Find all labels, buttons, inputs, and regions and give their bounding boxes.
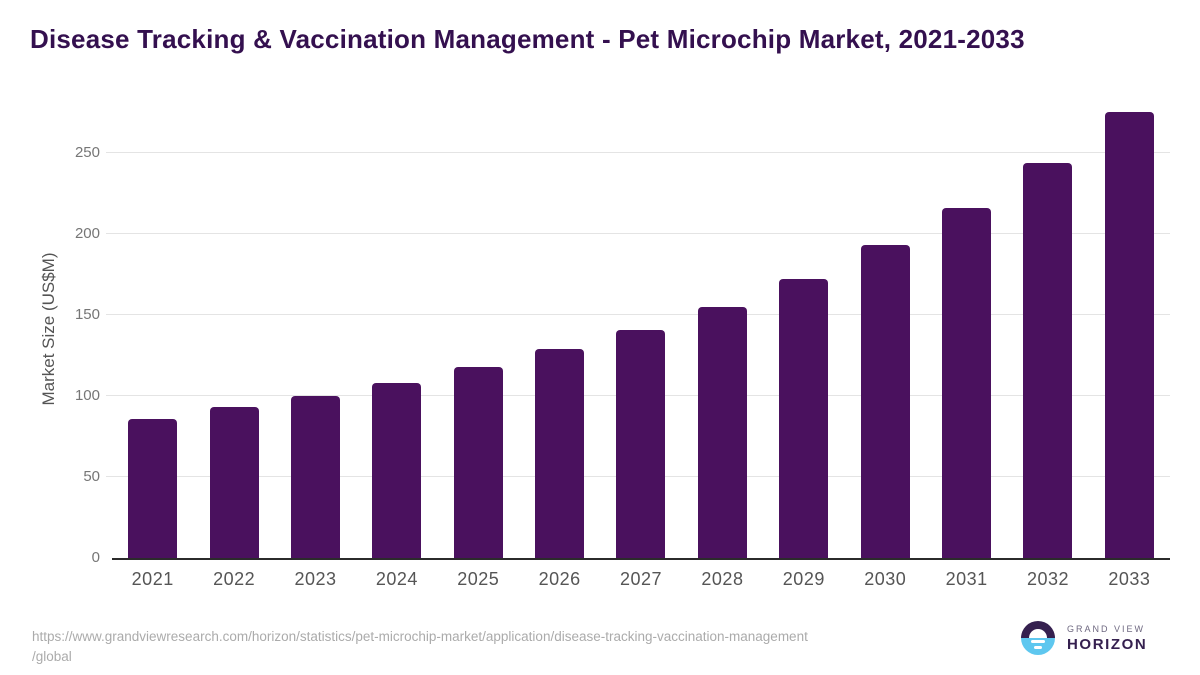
y-tick-label-0: 0 xyxy=(91,549,100,566)
x-tick-label-2021: 2021 xyxy=(131,569,174,589)
bar-2027 xyxy=(616,330,666,558)
bar-2024 xyxy=(372,383,422,558)
bar-2031 xyxy=(941,208,991,558)
bar-2028 xyxy=(697,307,747,558)
bar-2023 xyxy=(290,396,340,558)
bar-2025 xyxy=(453,367,503,558)
source-url-line-1: https://www.grandviewresearch.com/horizo… xyxy=(32,629,808,644)
y-tick-label-250: 250 xyxy=(74,144,100,161)
y-tick-label-150: 150 xyxy=(74,306,100,323)
sun-reflection-bar xyxy=(1034,646,1042,649)
source-url: https://www.grandviewresearch.com/horizo… xyxy=(32,627,972,667)
sun-reflection-bar xyxy=(1031,640,1045,643)
x-tick-label-2022: 2022 xyxy=(213,569,256,589)
x-tick-label-2032: 2032 xyxy=(1026,569,1070,589)
bar-2026 xyxy=(535,349,585,558)
y-axis-title: Market Size (US$M) xyxy=(39,252,58,406)
x-tick-label-2028: 2028 xyxy=(701,569,744,589)
x-tick-label-2031: 2031 xyxy=(945,569,988,589)
source-url-line-2: /global xyxy=(32,649,72,664)
x-tick-label-2030: 2030 xyxy=(864,569,907,589)
y-tick-label-200: 200 xyxy=(74,225,100,242)
y-tick-label-50: 50 xyxy=(83,468,100,485)
bar-2021 xyxy=(128,419,178,558)
x-tick-label-2025: 2025 xyxy=(457,569,500,589)
sun-horizon-icon xyxy=(1021,621,1055,655)
x-tick-label-2024: 2024 xyxy=(375,569,418,589)
x-axis-tick-labels: 2021 2022 2023 2024 2025 2026 2027 2028 2029 2030… xyxy=(112,569,1170,590)
logo-text: GRAND VIEW HORIZON xyxy=(1067,624,1147,653)
x-tick-label-2029: 2029 xyxy=(782,569,825,589)
gridline-150 xyxy=(106,314,1170,315)
bar-2033 xyxy=(1104,112,1154,558)
bar-2032 xyxy=(1023,163,1073,558)
x-tick-label-2026: 2026 xyxy=(538,569,581,589)
gridline-250 xyxy=(106,152,1170,153)
gridline-200 xyxy=(106,233,1170,234)
logo-top-text: GRAND VIEW xyxy=(1067,623,1146,634)
sun-dome-shape xyxy=(1029,629,1047,638)
bar-series xyxy=(112,108,1170,558)
x-tick-label-2023: 2023 xyxy=(294,569,337,589)
bar-2029 xyxy=(779,279,829,558)
x-tick-label-2033: 2033 xyxy=(1108,569,1151,589)
chart-title: Disease Tracking & Vaccination Managemen… xyxy=(30,24,1025,54)
bar-2022 xyxy=(209,407,259,558)
bar-chart-plot-area xyxy=(106,108,1170,560)
logo-bottom-text: HORIZON xyxy=(1067,635,1148,653)
y-tick-label-100: 100 xyxy=(74,387,100,404)
grand-view-horizon-logo: GRAND VIEW HORIZON xyxy=(1021,621,1147,655)
bar-2030 xyxy=(860,245,910,558)
x-tick-label-2027: 2027 xyxy=(620,569,663,589)
